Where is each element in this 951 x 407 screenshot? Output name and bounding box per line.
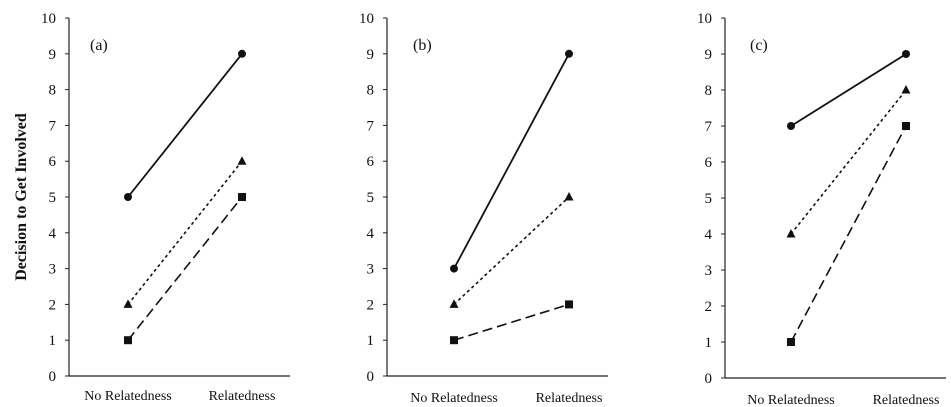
data-point-circle [450,264,458,273]
y-tick-label: 7 [367,118,375,134]
y-tick-label: 5 [367,190,375,206]
data-point-square [902,122,910,130]
data-point-square [565,300,573,309]
x-tick-label: Relatedness [536,391,603,406]
x-tick-label: No Relatedness [84,389,171,404]
chart-panel-1: 0 1 2 3 4 5 6 7 8 9 10 No Relatedness Relatedness (a)… [13,11,290,404]
series-line [127,196,243,341]
series-triangle [786,85,911,238]
y-tick-label: 6 [705,155,713,171]
y-tick-label: 5 [705,191,713,207]
y-tick-label: 7 [705,119,713,135]
data-point-triangle [901,85,911,94]
y-tick-label: 4 [367,226,375,242]
series-triangle [123,156,247,308]
y-tick-label: 2 [705,299,713,315]
series-line [453,196,570,305]
y-tick-label: 4 [49,226,57,242]
x-tick-label: No Relatedness [747,393,834,407]
series-line [453,303,570,341]
data-point-triangle [564,192,574,201]
data-point-circle [902,50,910,58]
y-tick-label: 3 [367,262,375,278]
y-tick-label: 1 [367,333,375,349]
y-axis-label: Decision to Get Involved [13,113,30,281]
x-tick-label: Relatedness [209,389,276,404]
y-tick-label: 6 [49,154,57,170]
y-tick-label: 6 [367,154,375,170]
y-tick-label: 2 [49,297,57,313]
series-square [450,300,573,345]
series-square [787,122,910,346]
y-tick-label: 0 [367,369,375,385]
chart-panel-2: 0 1 2 3 4 5 6 7 8 9 10 No Relatedness Relatedness (b) [359,11,608,406]
series-square [124,193,246,345]
series-line [127,160,243,305]
panel-label: (a) [90,37,108,54]
y-tick-label: 3 [49,262,57,278]
data-point-square [124,336,132,345]
y-tick-label: 4 [705,227,713,243]
data-point-circle [787,122,795,130]
series-line [127,53,243,198]
data-point-square [450,336,458,345]
series-circle [124,49,246,201]
series-circle [450,49,573,273]
data-point-triangle [786,229,796,238]
y-tick-label: 8 [367,83,375,99]
data-point-square [787,338,795,346]
y-tick-label: 5 [49,190,57,206]
data-point-square [238,193,246,201]
data-point-triangle [449,299,459,308]
y-tick-label: 0 [49,369,57,385]
data-point-circle [238,49,246,58]
y-tick-label: 1 [49,333,57,349]
x-tick-label: Relatedness [873,393,940,407]
y-tick-label: 2 [367,297,375,313]
y-tick-label: 9 [705,47,713,63]
series-triangle [449,192,574,308]
data-point-circle [565,49,573,58]
y-tick-label: 8 [705,83,713,99]
panel-label: (b) [413,37,432,54]
y-tick-label: 9 [367,47,375,63]
x-tick-label: No Relatedness [410,391,497,406]
data-point-triangle [237,156,247,165]
y-tick-label: 10 [41,11,56,27]
y-tick-label: 3 [705,263,713,279]
y-tick-label: 1 [705,335,713,351]
y-tick-label: 8 [49,83,57,99]
panel-label: (c) [750,37,768,54]
data-point-triangle [123,299,133,308]
y-tick-label: 0 [705,371,713,387]
series-line [453,53,570,270]
series-line [790,53,907,127]
y-tick-label: 10 [697,11,712,27]
series-line [790,89,907,235]
y-tick-label: 9 [49,47,57,63]
y-tick-label: 7 [49,118,57,134]
series-line [790,125,907,343]
data-point-circle [124,193,132,201]
y-tick-label: 10 [359,11,374,27]
chart-panel-3: 0 1 2 3 4 5 6 7 8 9 10 No Relatedness Relatedness (c) [697,11,946,407]
series-circle [787,50,910,130]
